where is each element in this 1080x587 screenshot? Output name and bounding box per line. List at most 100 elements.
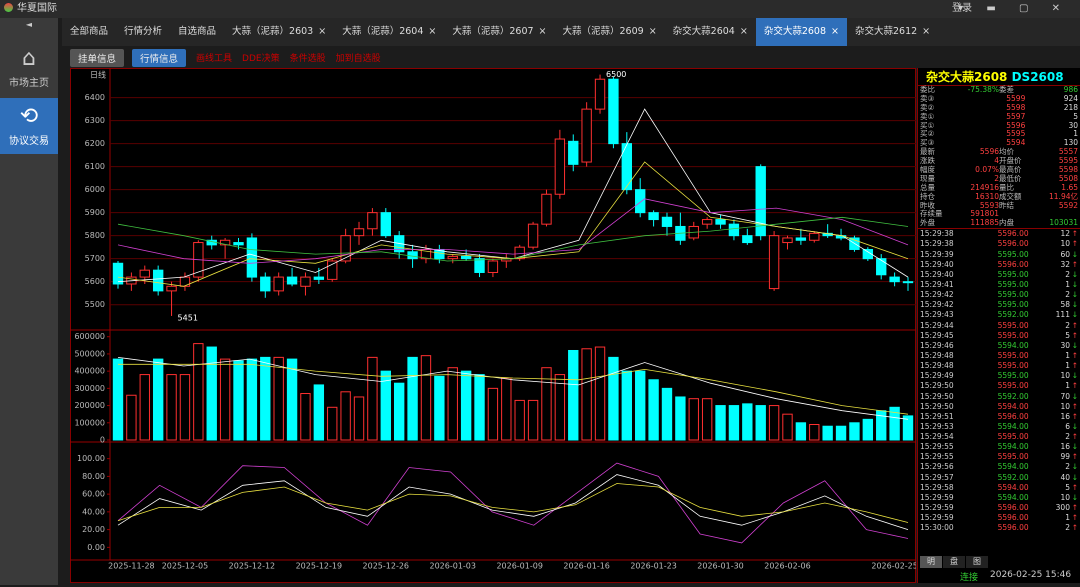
trade-price: 5596.00 (997, 411, 1029, 421)
trade-volume: 1 (1065, 279, 1070, 289)
volume-bar (715, 405, 726, 441)
tab[interactable]: 自选商品 (170, 18, 224, 46)
book-volume: 218 (1063, 102, 1079, 112)
y-tick-label: 5900 (85, 208, 105, 217)
bottom-tab[interactable]: 明 (920, 556, 942, 568)
y-tick-label: 6100 (85, 162, 105, 171)
quote-label: 涨跌 (920, 156, 935, 166)
tab-close[interactable]: × (538, 26, 547, 37)
volume-bar (594, 346, 606, 441)
login-button[interactable]: 登录 (952, 3, 972, 14)
trade-direction: ↑ (1071, 503, 1078, 513)
nav-item[interactable]: ⌂ 市场主页 (0, 40, 58, 96)
volume-bar (527, 399, 539, 441)
trade-row: 15:29:39 5595.00 60 ↓ (918, 250, 1080, 260)
trade-row: 15:29:55 5595.00 99 ↑ (918, 452, 1080, 462)
tab[interactable]: 杂交大蒜2604 × (665, 18, 756, 46)
window-controls[interactable]: ▾ ▬ ▢ ✕ (958, 3, 1070, 14)
trade-volume: 2 (1065, 462, 1070, 472)
tab-close[interactable]: × (922, 26, 931, 37)
tab-close[interactable]: × (831, 26, 839, 37)
volume-bar (260, 356, 271, 441)
trade-price: 5594.00 (997, 421, 1029, 431)
candle-body (527, 223, 539, 248)
tab[interactable]: 大蒜（泥蒜）2603 × (224, 18, 334, 46)
chart-border (70, 68, 916, 583)
tool-link[interactable]: 条件选股 (289, 54, 326, 64)
tool-link[interactable]: DDE决策 (242, 54, 280, 64)
trade-price: 5595.00 (997, 371, 1029, 381)
trade-direction: ↑ (1071, 452, 1078, 462)
trade-price: 5595.00 (997, 361, 1029, 371)
volume-bar (822, 425, 833, 441)
trade-direction: ↓ (1071, 310, 1078, 320)
sub-tab[interactable]: 行情信息 (132, 48, 187, 67)
sub-tab[interactable]: 挂单信息 (70, 48, 125, 67)
tool-link[interactable]: 画线工具 (196, 54, 233, 64)
candle-body (340, 235, 351, 262)
tab[interactable]: 全部商品 (62, 18, 116, 46)
trade-time: 15:29:59 (920, 503, 954, 513)
trade-list: 15:29:38 5596.00 12 ↑ 15:29:38 5596.00 10 ↑ 15:2… (918, 228, 1080, 533)
chart-area: 日线 5500 5600 5700 5800 5900 6000 6100 6200 6300 6… (70, 68, 918, 583)
volume-tick-label: 600000 (74, 332, 105, 341)
trade-price: 5592.00 (997, 391, 1029, 401)
candle-body (728, 223, 740, 237)
trade-time: 15:29:55 (920, 452, 954, 462)
indicator-line (117, 462, 909, 544)
connection-status: 连接 (960, 573, 979, 583)
bottom-tabs: 明盘图 (920, 556, 1080, 568)
tab-label: 全部商品 (70, 26, 109, 37)
collapse-button[interactable]: ◄ (25, 20, 33, 29)
bottom-tab[interactable]: 图 (966, 556, 988, 568)
tab[interactable]: 大蒜（泥蒜）2604 × (334, 18, 444, 46)
trade-row: 15:29:50 5595.00 1 ↑ (918, 381, 1080, 391)
tab-close[interactable]: × (648, 26, 657, 37)
trade-volume: 111 (1055, 310, 1070, 320)
trade-time: 15:29:59 (920, 492, 954, 502)
book-label: 买① (920, 120, 935, 130)
tab-close[interactable]: × (428, 26, 437, 37)
quote-value: 0.07% (975, 165, 999, 175)
quote-label: 存续量 (920, 209, 943, 219)
tab-close[interactable]: × (318, 26, 327, 37)
book-price: 5598 (1006, 102, 1026, 112)
trade-volume: 2 (1065, 523, 1070, 533)
quote-row: 幅度 0.07% 最高价 5598 (918, 165, 1080, 175)
tab[interactable]: 行情分析 (116, 18, 170, 46)
book-volume: 30 (1068, 120, 1079, 130)
trade-time: 15:29:38 (920, 229, 954, 239)
trade-price: 5594.00 (997, 462, 1029, 472)
tab[interactable]: 大蒜（泥蒜）2607 × (444, 18, 554, 46)
candle-body (447, 255, 458, 260)
tab[interactable]: 杂交大蒜2612 × (847, 18, 938, 46)
tab[interactable]: 杂交大蒜2608 × (755, 18, 847, 46)
volume-tick-label: 400000 (74, 367, 105, 376)
volume-bar (327, 406, 338, 441)
candle-body (139, 269, 150, 278)
y-tick-label: 5700 (85, 254, 105, 263)
trade-price: 5595.00 (997, 279, 1029, 289)
candle-body (889, 276, 900, 283)
tab-close[interactable]: × (739, 26, 748, 37)
volume-bar (755, 405, 766, 441)
trade-price: 5595.00 (997, 290, 1029, 300)
volume-bar (407, 356, 418, 441)
tab[interactable]: 大蒜（泥蒜）2609 × (555, 18, 665, 46)
candle-body (246, 237, 258, 278)
period-label: 日线 (90, 70, 106, 80)
sidebar: ◄ ⌂ 市场主页 ⟲ 协议交易 (0, 18, 58, 585)
indicator-tick-label: 40.00 (82, 507, 105, 516)
candle-body (260, 276, 271, 292)
trade-time: 15:29:58 (920, 482, 954, 492)
quote-row: 存续量 591801 (918, 210, 1080, 219)
trade-time: 15:29:50 (920, 381, 954, 391)
bottom-tab[interactable]: 盘 (943, 556, 965, 568)
indicator-tick-label: 0.00 (87, 543, 105, 552)
x-tick-label: 2026-01-09 (496, 562, 543, 571)
tool-link[interactable]: 加到自选股 (335, 54, 381, 64)
quote-value: -75.38% (967, 85, 999, 94)
nav-item[interactable]: ⟲ 协议交易 (0, 98, 58, 154)
trade-price: 5595.00 (997, 381, 1029, 391)
x-tick-label: 2026-01-16 (563, 562, 610, 571)
